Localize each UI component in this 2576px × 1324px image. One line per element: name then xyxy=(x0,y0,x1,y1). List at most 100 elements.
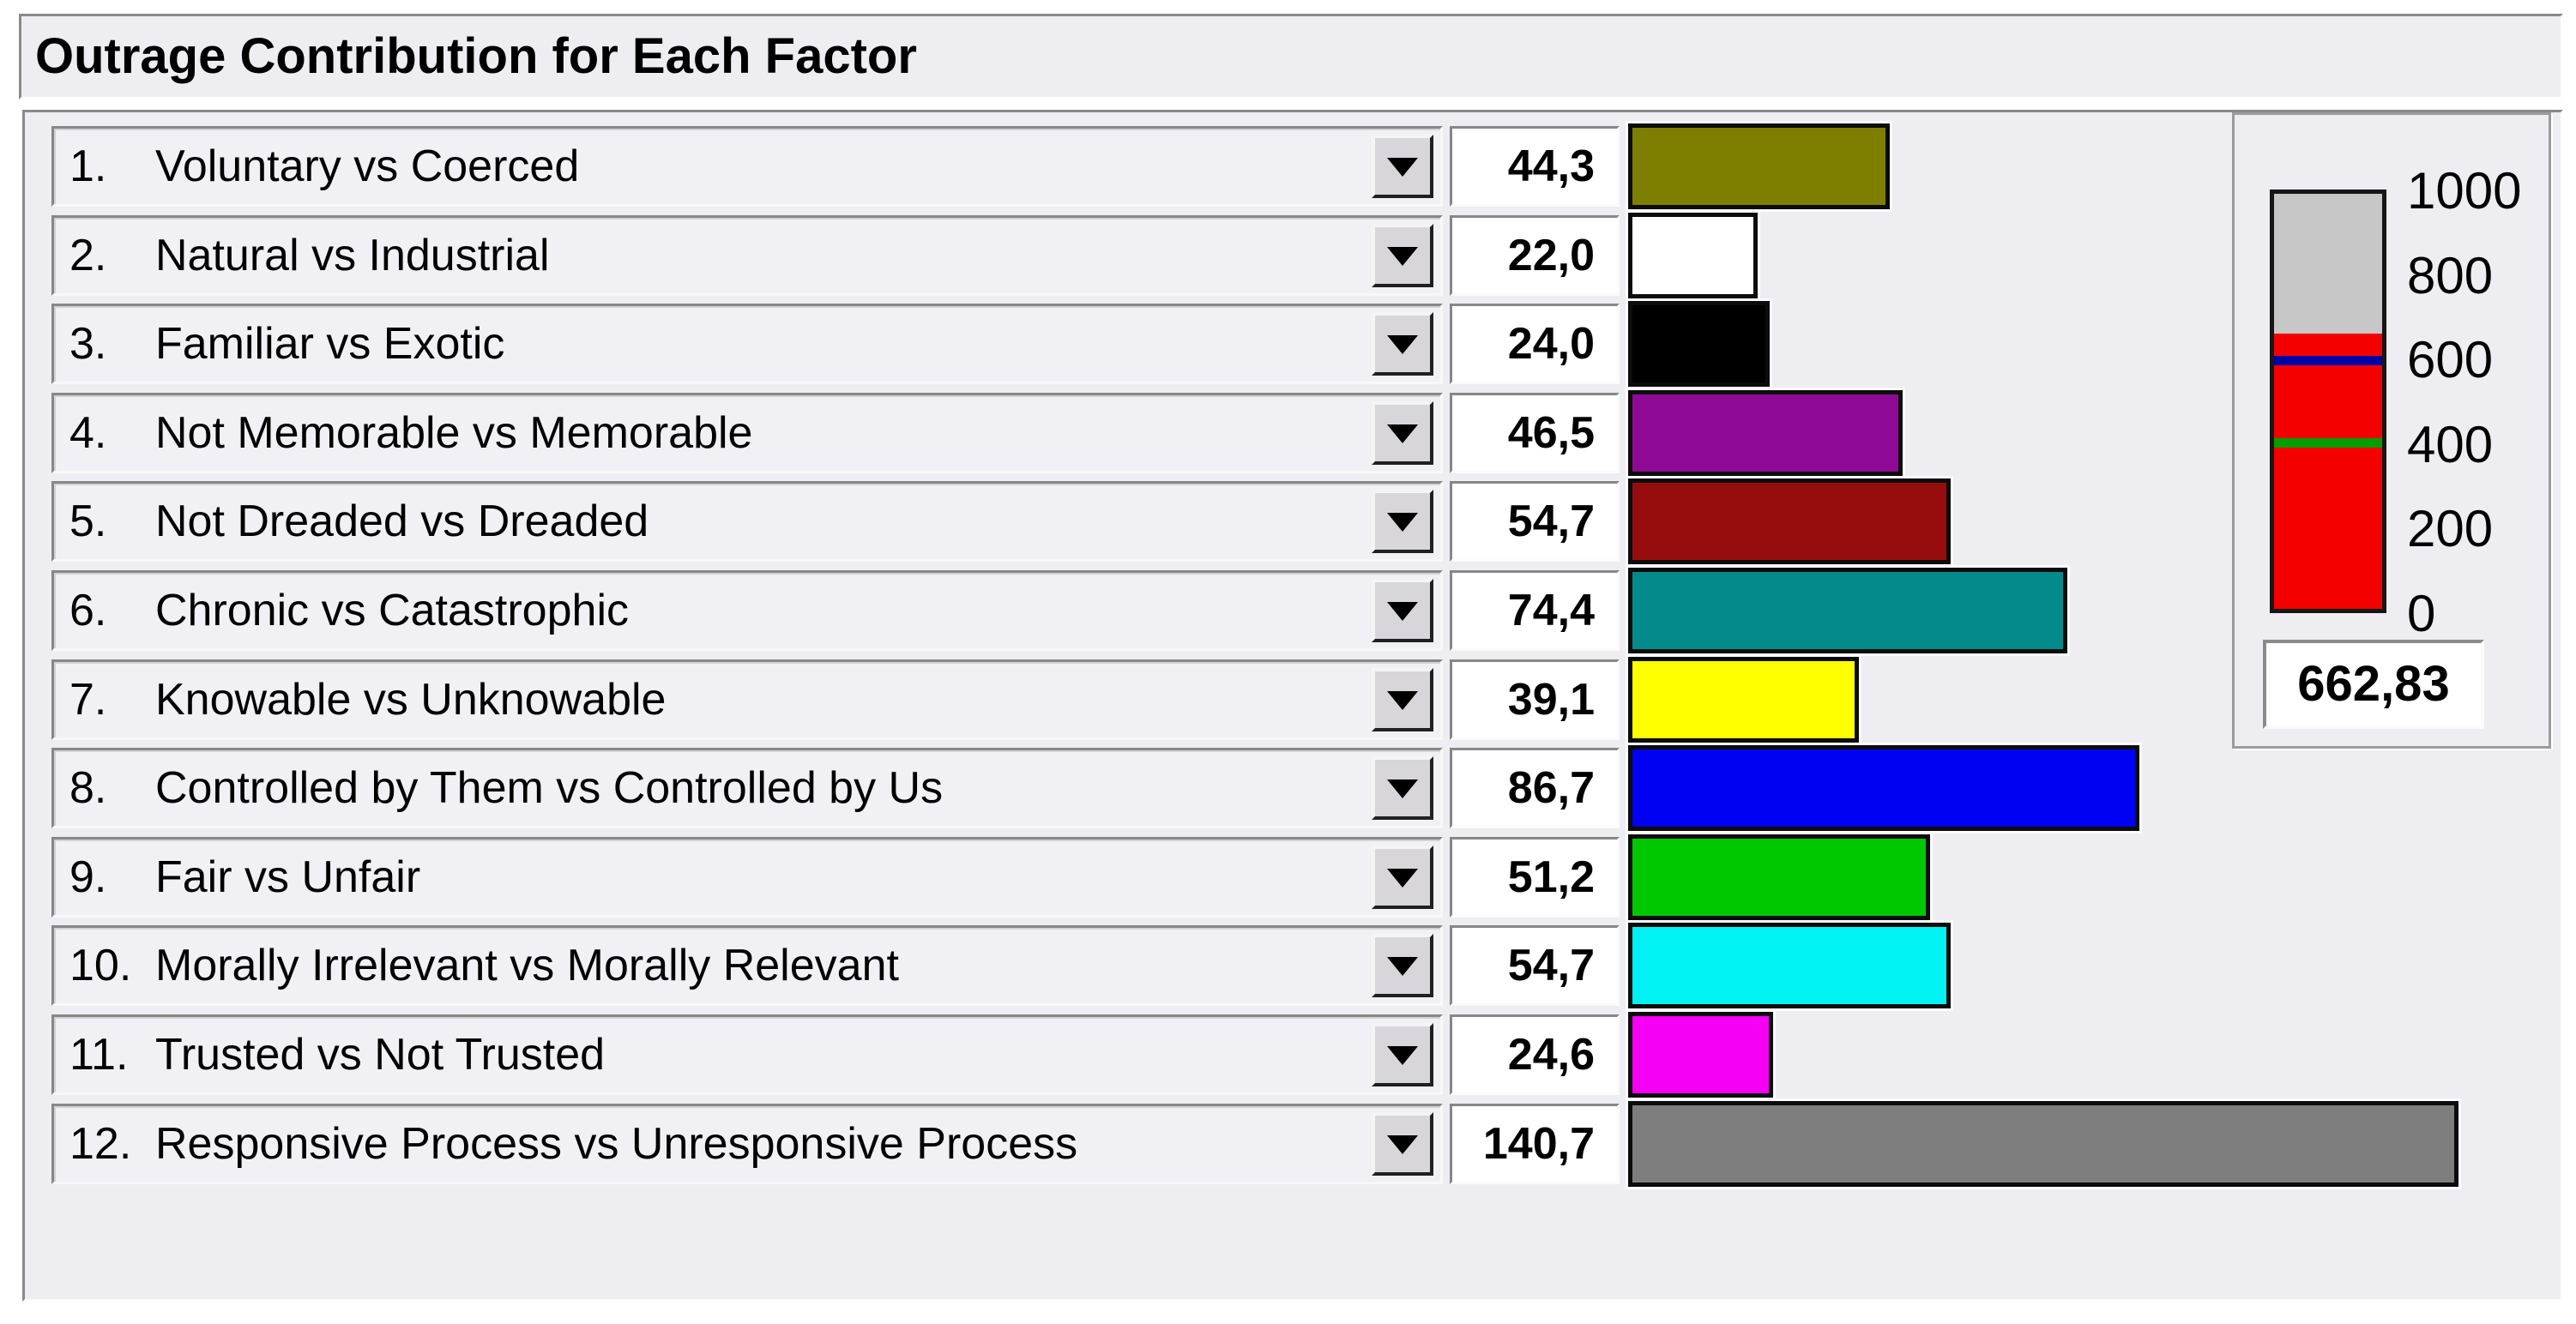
dropdown-button[interactable] xyxy=(1372,312,1433,376)
gauge-tick-label: 200 xyxy=(2407,500,2494,557)
factor-combobox[interactable]: 9. Fair vs Unfair xyxy=(51,836,1443,918)
page-title: Outrage Contribution for Each Factor xyxy=(35,28,917,84)
factor-bar xyxy=(1626,1098,2461,1189)
factor-combobox[interactable]: 2. Natural vs Industrial xyxy=(51,214,1443,296)
gauge-tick-label: 600 xyxy=(2407,331,2494,388)
chevron-down-icon xyxy=(1387,335,1418,355)
factor-number: 2. xyxy=(69,230,107,280)
factor-bar xyxy=(1626,298,1772,390)
factor-row: 10. Morally Irrelevant vs Morally Relevan… xyxy=(25,920,2561,1012)
factor-number: 7. xyxy=(69,674,107,725)
factor-bar xyxy=(1626,121,1892,212)
factor-label: Familiar vs Exotic xyxy=(155,319,505,370)
factor-row: 5. Not Dreaded vs Dreaded 54,7 xyxy=(25,476,2561,568)
factor-bar xyxy=(1626,653,1861,745)
factor-number: 4. xyxy=(69,407,107,458)
dropdown-button[interactable] xyxy=(1372,756,1433,821)
factor-value-field[interactable]: 39,1 xyxy=(1450,659,1620,740)
factor-bar xyxy=(1626,1009,1776,1100)
gauge-tick-label: 1000 xyxy=(2407,162,2522,220)
factor-combobox[interactable]: 8. Controlled by Them vs Controlled by Us xyxy=(51,748,1443,829)
factor-value-field[interactable]: 74,4 xyxy=(1450,570,1620,651)
factor-value-field[interactable]: 24,0 xyxy=(1450,304,1620,385)
factor-value-field[interactable]: 54,7 xyxy=(1450,481,1620,563)
thermometer-fill xyxy=(2274,334,2382,609)
factor-label: Responsive Process vs Unresponsive Proce… xyxy=(155,1118,1078,1169)
factor-row: 7. Knowable vs Unknowable 39,1 xyxy=(25,653,2561,745)
factor-label: Voluntary vs Coerced xyxy=(155,141,580,191)
factor-combobox[interactable]: 11. Trusted vs Not Trusted xyxy=(51,1014,1443,1095)
factor-row: 11. Trusted vs Not Trusted 24,6 xyxy=(25,1009,2561,1100)
chevron-down-icon xyxy=(1387,690,1418,710)
blue-marker xyxy=(2274,356,2382,365)
factor-value-field[interactable]: 51,2 xyxy=(1450,836,1620,918)
factor-number: 1. xyxy=(69,141,107,191)
factor-bar xyxy=(1626,743,2142,834)
factor-number: 3. xyxy=(69,319,107,370)
factor-label: Chronic vs Catastrophic xyxy=(155,586,629,635)
factor-label: Not Dreaded vs Dreaded xyxy=(155,496,649,547)
factor-value-field[interactable]: 54,7 xyxy=(1450,925,1620,1007)
dropdown-button[interactable] xyxy=(1372,934,1433,998)
factor-combobox[interactable]: 5. Not Dreaded vs Dreaded xyxy=(51,481,1443,563)
factor-label: Not Memorable vs Memorable xyxy=(155,407,753,458)
chevron-down-icon xyxy=(1387,158,1418,177)
factor-row: 1. Voluntary vs Coerced 44,3 xyxy=(25,121,2561,212)
factor-value-field[interactable]: 44,3 xyxy=(1450,126,1620,207)
dropdown-button[interactable] xyxy=(1372,667,1433,731)
factor-combobox[interactable]: 3. Familiar vs Exotic xyxy=(51,304,1443,385)
gauge-tick-label: 800 xyxy=(2407,247,2494,304)
factor-row: 6. Chronic vs Catastrophic 74,4 xyxy=(25,565,2561,656)
factor-number: 10. xyxy=(69,941,132,991)
factor-value-field[interactable]: 24,6 xyxy=(1450,1014,1620,1095)
dropdown-button[interactable] xyxy=(1372,223,1433,287)
dropdown-button[interactable] xyxy=(1372,1111,1433,1176)
factor-row: 12. Responsive Process vs Unresponsive Pr… xyxy=(25,1098,2561,1189)
factor-bar xyxy=(1626,920,1953,1012)
factor-combobox[interactable]: 1. Voluntary vs Coerced xyxy=(51,126,1443,207)
factor-value-field[interactable]: 86,7 xyxy=(1450,748,1620,829)
factors-panel: 1. Voluntary vs Coerced 44,3 2. Natural vs I… xyxy=(22,110,2563,1302)
factor-bar xyxy=(1626,831,1933,923)
dropdown-button[interactable] xyxy=(1372,135,1433,198)
factor-number: 9. xyxy=(69,852,107,902)
chevron-down-icon xyxy=(1387,1134,1418,1154)
chevron-down-icon xyxy=(1387,868,1418,888)
factor-number: 12. xyxy=(69,1118,132,1169)
factor-label: Natural vs Industrial xyxy=(155,230,550,280)
factor-combobox[interactable]: 7. Knowable vs Unknowable xyxy=(51,659,1443,740)
chevron-down-icon xyxy=(1387,513,1418,533)
dropdown-button[interactable] xyxy=(1372,490,1433,554)
chevron-down-icon xyxy=(1387,602,1418,621)
page-title-bar: Outrage Contribution for Each Factor xyxy=(19,14,2563,99)
factor-combobox[interactable]: 4. Not Memorable vs Memorable xyxy=(51,392,1443,473)
factor-row: 8. Controlled by Them vs Controlled by Us… xyxy=(25,743,2561,834)
factor-row: 3. Familiar vs Exotic 24,0 xyxy=(25,298,2561,390)
dropdown-button[interactable] xyxy=(1372,400,1433,465)
factor-row: 9. Fair vs Unfair 51,2 xyxy=(25,831,2561,923)
factor-bar xyxy=(1626,209,1760,301)
factor-combobox[interactable]: 10. Morally Irrelevant vs Morally Relevan… xyxy=(51,925,1443,1007)
outrage-gauge-panel: 1000 800 600 400 200 0 662,83 xyxy=(2232,112,2551,749)
factor-number: 8. xyxy=(69,763,107,814)
factor-combobox[interactable]: 6. Chronic vs Catastrophic xyxy=(51,570,1443,651)
gauge-tick-label: 0 xyxy=(2407,585,2436,642)
dropdown-button[interactable] xyxy=(1372,1023,1433,1086)
factor-row: 4. Not Memorable vs Memorable 46,5 xyxy=(25,387,2561,478)
factor-value-field[interactable]: 22,0 xyxy=(1450,214,1620,296)
factor-row: 2. Natural vs Industrial 22,0 xyxy=(25,209,2561,301)
factor-label: Morally Irrelevant vs Morally Relevant xyxy=(155,941,899,991)
factor-label: Fair vs Unfair xyxy=(155,852,421,902)
factor-number: 5. xyxy=(69,496,107,547)
dropdown-button[interactable] xyxy=(1372,579,1433,642)
dropdown-button[interactable] xyxy=(1372,845,1433,909)
factor-bar xyxy=(1626,476,1953,568)
factor-label: Knowable vs Unknowable xyxy=(155,674,667,725)
chevron-down-icon xyxy=(1387,957,1418,977)
factor-value-field[interactable]: 46,5 xyxy=(1450,392,1620,473)
factor-number: 6. xyxy=(69,586,107,635)
factor-number: 11. xyxy=(69,1030,129,1080)
factor-bar xyxy=(1626,565,2070,656)
factor-value-field[interactable]: 140,7 xyxy=(1450,1103,1620,1184)
factor-combobox[interactable]: 12. Responsive Process vs Unresponsive Pr… xyxy=(51,1103,1443,1184)
